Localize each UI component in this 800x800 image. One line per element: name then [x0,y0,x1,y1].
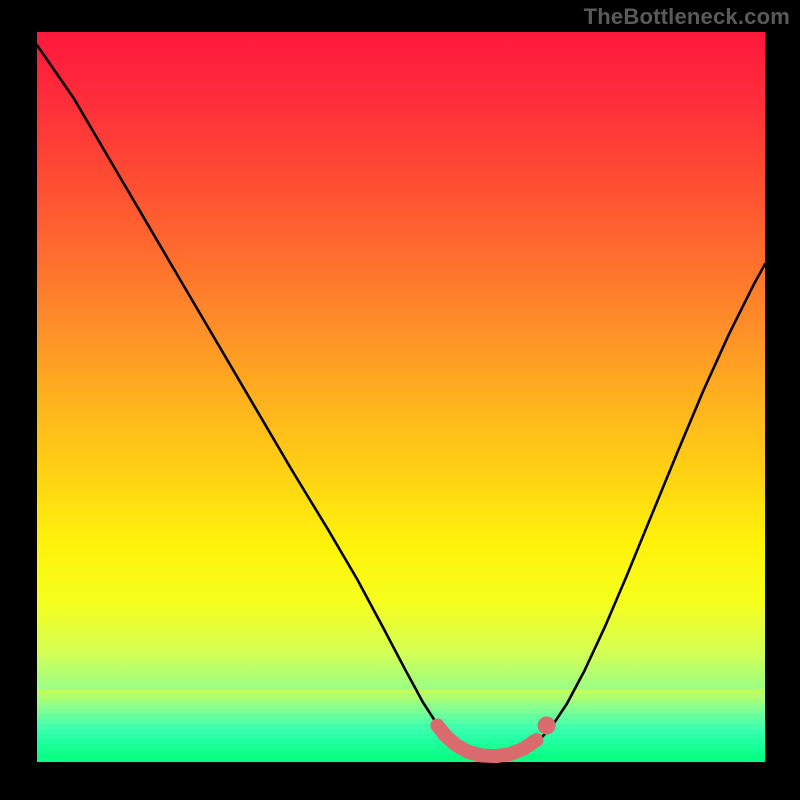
watermark-text: TheBottleneck.com [584,4,790,30]
chart-stage: TheBottleneck.com [0,0,800,800]
highlight-end-dot [538,717,556,735]
bottleneck-chart [0,0,800,800]
